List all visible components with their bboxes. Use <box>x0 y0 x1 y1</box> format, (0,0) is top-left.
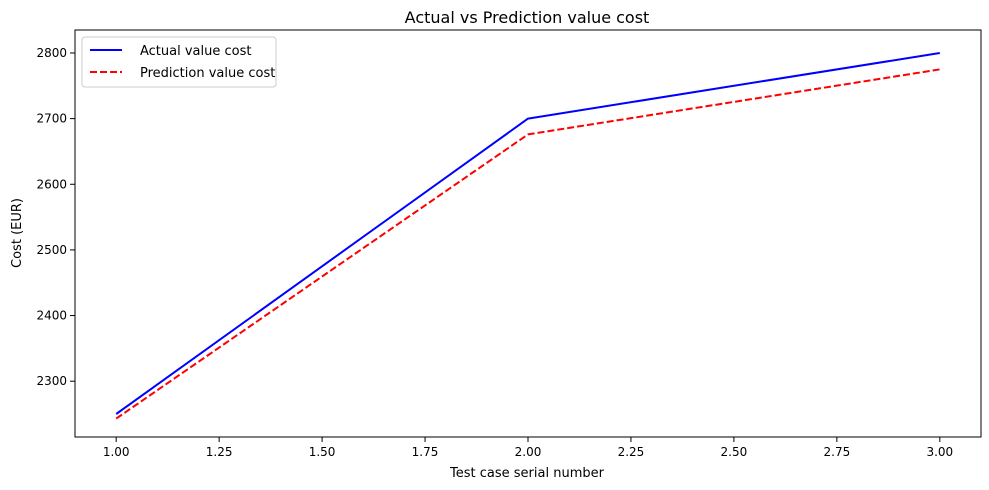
legend-label-prediction: Prediction value cost <box>140 66 275 81</box>
x-tick-label: 1.00 <box>103 445 130 459</box>
x-tick-label: 2.50 <box>721 445 748 459</box>
legend: Actual value cost Prediction value cost <box>81 36 277 88</box>
x-tick-label: 3.00 <box>926 445 953 459</box>
y-tick-label: 2700 <box>36 112 67 126</box>
plot-area <box>74 29 982 438</box>
x-tick-label: 2.00 <box>515 445 542 459</box>
series-layer <box>115 52 940 420</box>
legend-box <box>81 36 277 88</box>
x-tick-label: 1.50 <box>309 445 336 459</box>
x-tick-label: 1.25 <box>206 445 233 459</box>
x-tick-label: 2.25 <box>618 445 645 459</box>
series-line-prediction <box>115 68 940 420</box>
x-tick-label: 2.75 <box>824 445 851 459</box>
legend-label-actual: Actual value cost <box>140 44 251 59</box>
y-tick-label: 2400 <box>36 309 67 323</box>
plot-frame <box>74 29 982 438</box>
y-tick-label: 2600 <box>36 177 67 191</box>
chart-title: Actual vs Prediction value cost <box>405 8 650 27</box>
y-axis: 2300 2400 2500 2600 2700 2800 <box>36 46 75 388</box>
y-tick-label: 2500 <box>36 243 67 257</box>
y-tick-label: 2800 <box>36 46 67 60</box>
x-axis-label: Test case serial number <box>449 466 605 481</box>
y-tick-label: 2300 <box>36 374 67 388</box>
x-axis: 1.00 1.25 1.50 1.75 2.00 2.25 2.50 2.75 3.00 <box>103 437 953 459</box>
series-line-actual <box>115 52 940 415</box>
y-axis-label: Cost (EUR) <box>10 198 25 268</box>
x-tick-label: 1.75 <box>412 445 439 459</box>
